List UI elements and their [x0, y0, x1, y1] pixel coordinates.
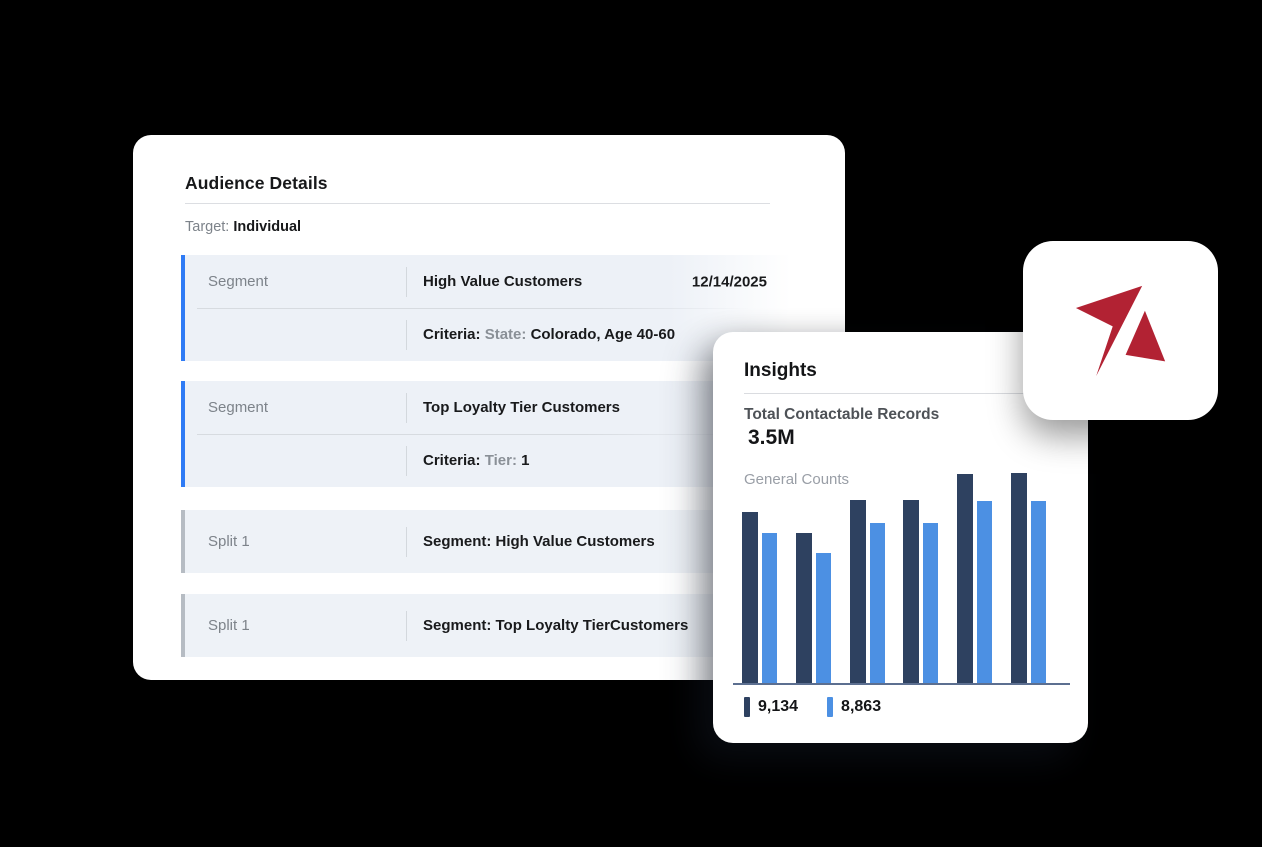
target-value: Individual: [233, 219, 302, 235]
segment-block-1: Segment High Value Customers 12/14/2025 …: [181, 255, 791, 361]
bar-group: [795, 533, 831, 683]
bar-group: [849, 500, 885, 683]
legend-label: 8,863: [841, 698, 882, 715]
chart-legend: 9,134 8,863: [744, 697, 881, 717]
total-contactable-label: Total Contactable Records: [744, 406, 940, 423]
criteria-key: Tier:: [484, 452, 517, 469]
bar-light: [1030, 501, 1046, 683]
title-divider: [744, 393, 1088, 394]
bar-group: [957, 474, 993, 683]
bar-group: [903, 500, 939, 683]
criteria-value: 1: [521, 452, 530, 469]
bar-dark: [795, 533, 812, 683]
split-value: Segment: High Value Customers: [406, 510, 791, 573]
bar-dark: [742, 512, 758, 683]
segment-date: 12/14/2025: [691, 273, 767, 290]
criteria-row: Criteria: Tier: 1: [185, 434, 791, 487]
brand-arrow-logo-icon: [1075, 285, 1165, 376]
legend-item-dark: 9,134: [744, 697, 798, 717]
segment-name: High Value Customers: [406, 255, 791, 308]
segment-type-label: Segment: [208, 273, 269, 290]
legend-item-light: 8,863: [827, 697, 881, 717]
bar-chart: [733, 473, 1070, 683]
segment-row: Segment Top Loyalty Tier Customers: [185, 381, 791, 435]
split-label: Split 1: [208, 617, 250, 634]
criteria-text: Criteria: Tier: 1: [406, 434, 791, 487]
criteria-label: Criteria:: [423, 452, 481, 469]
bar-light: [977, 501, 993, 683]
criteria-row: Criteria: State: Colorado, Age 40-60: [185, 308, 791, 361]
brand-logo-tile: [1023, 241, 1218, 420]
criteria-label: Criteria:: [423, 326, 481, 343]
segment-block-2: Segment Top Loyalty Tier Customers Crite…: [181, 381, 791, 487]
split-row-2: Split 1 Segment: Top Loyalty TierCustome…: [181, 594, 791, 657]
bar-light: [815, 553, 831, 683]
audience-card-title: Audience Details: [185, 173, 328, 193]
segment-type-label: Segment: [208, 399, 269, 416]
bar-dark: [849, 500, 866, 683]
bar-light: [869, 523, 885, 683]
title-divider: [185, 203, 770, 204]
target-line: Target: Individual: [185, 219, 301, 235]
bar-dark: [957, 474, 974, 683]
criteria-text: Criteria: State: Colorado, Age 40-60: [406, 308, 791, 361]
criteria-value: Colorado, Age 40-60: [530, 326, 676, 343]
legend-marker-light-icon: [827, 697, 834, 717]
bar-group: [1010, 473, 1046, 683]
criteria-key: State:: [484, 326, 527, 343]
bar-dark: [903, 500, 920, 683]
chart-x-axis: [733, 683, 1070, 685]
chart-title: General Counts: [744, 471, 850, 488]
total-contactable-value: 3.5M: [748, 426, 795, 449]
split-row-1: Split 1 Segment: High Value Customers: [181, 510, 791, 573]
split-label: Split 1: [208, 533, 250, 550]
insights-title: Insights: [744, 360, 817, 381]
bar-group: [742, 512, 777, 683]
bar-light: [923, 523, 939, 683]
bar-groups: [742, 473, 1046, 683]
legend-label: 9,134: [758, 698, 799, 715]
bar-light: [762, 533, 777, 683]
segment-name: Top Loyalty Tier Customers: [406, 381, 791, 434]
split-value: Segment: Top Loyalty TierCustomers: [406, 594, 791, 657]
bar-dark: [1010, 473, 1027, 683]
segment-row: Segment High Value Customers 12/14/2025: [185, 255, 791, 309]
legend-marker-dark-icon: [744, 697, 750, 717]
target-label: Target:: [185, 219, 230, 235]
